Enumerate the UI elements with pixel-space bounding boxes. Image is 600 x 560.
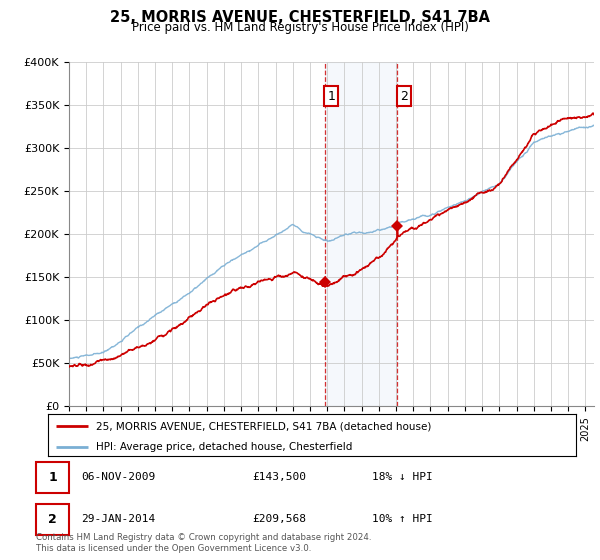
Text: 1: 1	[48, 471, 57, 484]
Text: HPI: Average price, detached house, Chesterfield: HPI: Average price, detached house, Ches…	[95, 442, 352, 452]
Text: 2: 2	[400, 90, 408, 102]
Text: Price paid vs. HM Land Registry's House Price Index (HPI): Price paid vs. HM Land Registry's House …	[131, 21, 469, 34]
Text: 2: 2	[48, 513, 57, 526]
Text: 18% ↓ HPI: 18% ↓ HPI	[372, 473, 433, 482]
Text: 10% ↑ HPI: 10% ↑ HPI	[372, 515, 433, 524]
Text: 06-NOV-2009: 06-NOV-2009	[81, 473, 155, 482]
Text: £143,500: £143,500	[252, 473, 306, 482]
Text: 25, MORRIS AVENUE, CHESTERFIELD, S41 7BA (detached house): 25, MORRIS AVENUE, CHESTERFIELD, S41 7BA…	[95, 421, 431, 431]
Text: 25, MORRIS AVENUE, CHESTERFIELD, S41 7BA: 25, MORRIS AVENUE, CHESTERFIELD, S41 7BA	[110, 10, 490, 25]
Text: 1: 1	[327, 90, 335, 102]
Text: £209,568: £209,568	[252, 515, 306, 524]
Text: 29-JAN-2014: 29-JAN-2014	[81, 515, 155, 524]
Text: Contains HM Land Registry data © Crown copyright and database right 2024.
This d: Contains HM Land Registry data © Crown c…	[36, 533, 371, 553]
Bar	[325, 62, 397, 406]
